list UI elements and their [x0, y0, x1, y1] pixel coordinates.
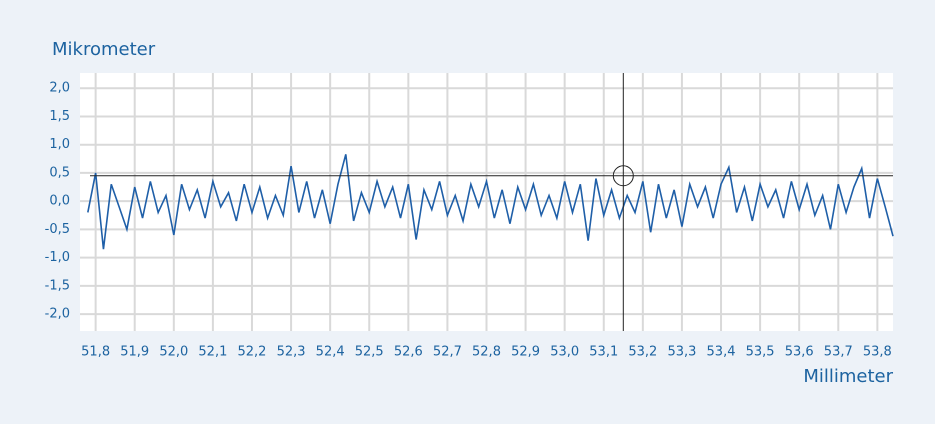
x-tick-label: 52,0 [159, 345, 188, 360]
crosshair-circle [612, 165, 634, 187]
x-tick-label: 53,7 [824, 345, 853, 360]
x-tick-label: 52,8 [472, 345, 501, 360]
y-tick-label: -1,0 [45, 250, 70, 265]
x-tick-label: 53,1 [589, 345, 618, 360]
x-tick-label: 52,1 [198, 345, 227, 360]
x-tick-label: 53,0 [550, 345, 579, 360]
x-axis-title: Millimeter [803, 366, 893, 387]
x-tick-label: 53,5 [746, 345, 775, 360]
y-axis-title: Mikrometer [52, 39, 156, 60]
x-tick-label: 52,6 [394, 345, 423, 360]
x-tick-label: 52,2 [238, 345, 267, 360]
y-tick-label: -2,0 [45, 307, 70, 322]
x-tick-label: 52,7 [433, 345, 462, 360]
y-tick-label: 1,0 [49, 137, 70, 152]
profile-line [87, 154, 894, 250]
y-tick-label: 0,5 [49, 165, 70, 180]
x-tick-label: 52,4 [316, 345, 345, 360]
y-tick-label: 2,0 [49, 81, 70, 96]
x-tick-label: 53,2 [628, 345, 657, 360]
x-tick-label: 53,3 [667, 345, 696, 360]
y-tick-label: 0,0 [49, 194, 70, 209]
x-tick-label: 51,8 [81, 345, 110, 360]
y-tick-label: 1,5 [49, 109, 70, 124]
x-tick-label: 53,8 [863, 345, 892, 360]
y-tick-label: -0,5 [45, 222, 70, 237]
y-tick-label: -1,5 [45, 278, 70, 293]
x-tick-label: 53,6 [785, 345, 814, 360]
x-tick-label: 53,4 [707, 345, 736, 360]
x-tick-label: 52,5 [355, 345, 384, 360]
x-tick-label: 52,3 [277, 345, 306, 360]
x-tick-label: 52,9 [511, 345, 540, 360]
x-tick-label: 51,9 [120, 345, 149, 360]
